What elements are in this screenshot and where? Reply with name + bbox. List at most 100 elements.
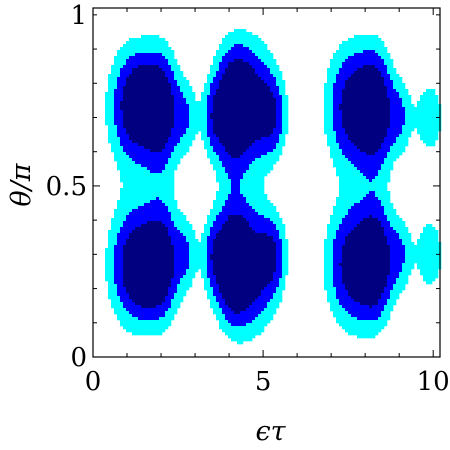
contour-cell-high: [126, 128, 130, 132]
contour-cell-low: [261, 56, 265, 60]
contour-cell-mid: [261, 68, 265, 72]
contour-cell-low: [201, 128, 205, 132]
contour-cell-low: [105, 275, 109, 279]
contour-cell-low: [111, 254, 115, 258]
contour-cell-low: [333, 65, 337, 69]
contour-cell-mid: [141, 317, 145, 321]
contour-cell-low: [120, 176, 124, 180]
contour-cell-low: [120, 308, 124, 312]
contour-cell-high: [165, 236, 169, 240]
contour-cell-mid: [117, 284, 121, 288]
contour-cell-low: [147, 323, 151, 327]
contour-cell-low: [141, 35, 145, 39]
contour-cell-low: [141, 50, 145, 54]
contour-cell-high: [261, 113, 265, 117]
contour-cell-high: [237, 233, 241, 237]
contour-cell-high: [228, 80, 232, 84]
contour-cell-mid: [258, 215, 262, 219]
contour-cell-mid: [162, 167, 166, 171]
contour-cell-low: [135, 50, 139, 54]
contour-cell-low: [150, 38, 154, 42]
contour-cell-high: [153, 83, 157, 87]
contour-cell-low: [285, 101, 289, 105]
contour-cell-high: [243, 230, 247, 234]
contour-cell-high: [249, 104, 253, 108]
contour-cell-mid: [117, 89, 121, 93]
contour-cell-low: [330, 146, 334, 150]
contour-cell-mid: [264, 140, 268, 144]
contour-cell-low: [324, 281, 328, 285]
contour-cell-high: [258, 110, 262, 114]
contour-cell-high: [216, 116, 220, 120]
contour-cell-high: [240, 230, 244, 234]
contour-cell-low: [186, 140, 190, 144]
contour-cell-mid: [270, 137, 274, 141]
contour-cell-low: [246, 32, 250, 36]
contour-cell-low: [183, 287, 187, 291]
contour-cell-low: [219, 311, 223, 315]
contour-cell-low: [138, 182, 142, 186]
contour-cell-low: [183, 77, 187, 81]
contour-cell-mid: [264, 152, 268, 156]
contour-cell-low: [186, 278, 190, 282]
contour-cell-low: [189, 128, 193, 132]
contour-cell-low: [327, 110, 331, 114]
contour-cell-low: [204, 224, 208, 228]
contour-cell-low: [330, 269, 334, 273]
contour-cell-low: [252, 200, 256, 204]
contour-cell-low: [276, 83, 280, 87]
contour-cell-high: [147, 143, 151, 147]
contour-cell-mid: [162, 212, 166, 216]
contour-cell-low: [219, 170, 223, 174]
contour-cell-high: [216, 239, 220, 243]
contour-cell-low: [279, 74, 283, 78]
contour-cell-high: [171, 107, 175, 111]
contour-cell-high: [243, 245, 247, 249]
contour-cell-high: [273, 98, 277, 102]
contour-cell-low: [333, 59, 337, 63]
contour-cell-mid: [171, 287, 175, 291]
contour-cell-low: [264, 311, 268, 315]
contour-cell-low: [177, 71, 181, 75]
contour-cell-low: [219, 50, 223, 54]
contour-cell-high: [123, 110, 127, 114]
contour-cell-mid: [171, 296, 175, 300]
contour-cell-mid: [276, 110, 280, 114]
contour-cell-high: [237, 305, 241, 309]
contour-cell-high: [138, 266, 142, 270]
contour-cell-low: [123, 314, 127, 318]
contour-cell-low: [117, 65, 121, 69]
contour-cell-mid: [126, 62, 130, 66]
contour-cell-low: [165, 320, 169, 324]
contour-cell-low: [159, 191, 163, 195]
contour-cell-high: [246, 257, 250, 261]
contour-cell-low: [108, 83, 112, 87]
contour-cell-high: [132, 134, 136, 138]
contour-cell-mid: [279, 254, 283, 258]
contour-cell-high: [153, 98, 157, 102]
contour-cell-high: [168, 107, 172, 111]
contour-cell-high: [162, 296, 166, 300]
contour-cell-mid: [147, 311, 151, 315]
contour-cell-low: [204, 146, 208, 150]
contour-cell-low: [243, 32, 247, 36]
contour-cell-mid: [219, 212, 223, 216]
contour-cell-low: [174, 305, 178, 309]
contour-cell-low: [282, 260, 286, 264]
contour-cell-high: [255, 272, 259, 276]
contour-cell-low: [201, 263, 205, 267]
contour-cell-high: [147, 122, 151, 126]
contour-cell-high: [249, 77, 253, 81]
contour-cell-low: [330, 131, 334, 135]
contour-cell-mid: [237, 194, 241, 198]
contour-cell-high: [219, 233, 223, 237]
contour-cell-mid: [246, 167, 250, 171]
contour-cell-high: [156, 104, 160, 108]
contour-cell-mid: [168, 74, 172, 78]
contour-cell-high: [225, 68, 229, 72]
contour-cell-high: [222, 110, 226, 114]
contour-cell-mid: [117, 269, 121, 273]
contour-cell-low: [258, 179, 262, 183]
contour-cell-low: [147, 38, 151, 42]
contour-cell-low: [126, 179, 130, 183]
